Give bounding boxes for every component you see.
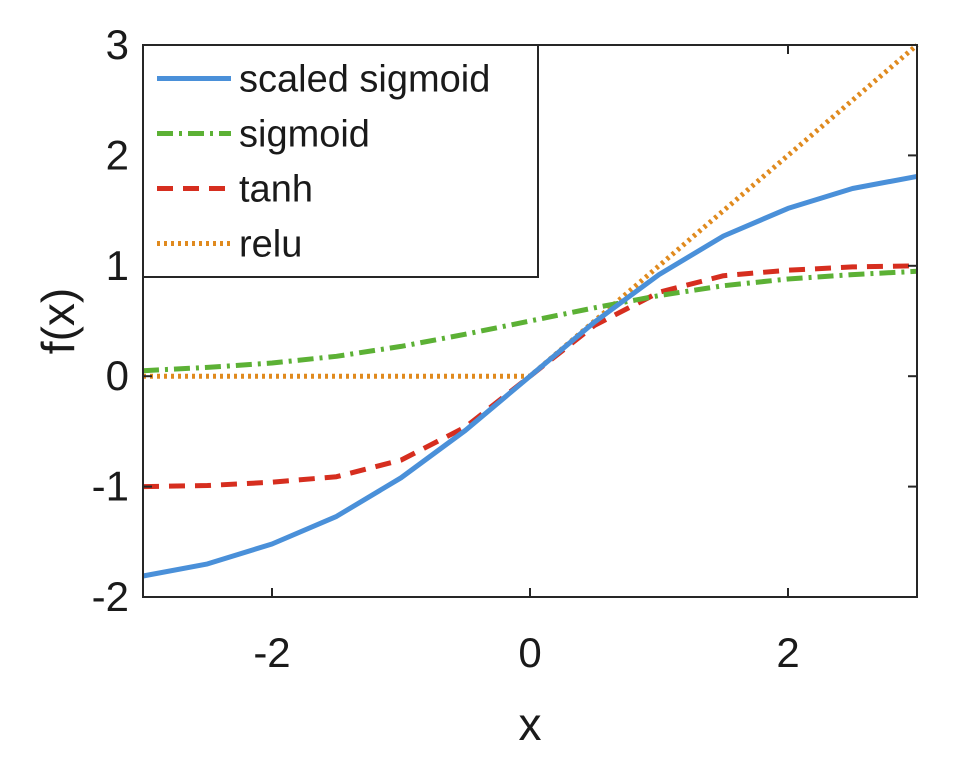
series-line-scaled-sigmoid xyxy=(142,173,918,579)
x-tick-label: 0 xyxy=(518,629,541,676)
legend-label-tanh: tanh xyxy=(239,169,313,211)
x-tick-label: -2 xyxy=(253,629,290,676)
x-tick-label: 2 xyxy=(776,629,799,676)
legend-label-relu: relu xyxy=(239,224,302,266)
y-axis-label: f(x) xyxy=(32,288,84,354)
legend-box xyxy=(142,44,539,278)
y-tick-label: 2 xyxy=(106,131,129,178)
legend: scaled sigmoid sigmoid tanh relu xyxy=(142,44,539,278)
y-tick-label: -2 xyxy=(92,573,129,620)
series-line-sigmoid xyxy=(142,268,918,374)
y-tick-label: 3 xyxy=(106,21,129,68)
x-axis-label: x xyxy=(519,698,542,750)
y-tick-label: 1 xyxy=(106,242,129,289)
plot-series xyxy=(142,43,919,579)
legend-label-scaled-sigmoid: scaled sigmoid xyxy=(239,59,490,101)
axis-ticks: -2 0 2 -2 -1 0 1 2 3 xyxy=(92,21,917,676)
legend-label-sigmoid: sigmoid xyxy=(239,114,370,156)
y-tick-label: -1 xyxy=(92,463,129,510)
y-tick-label: 0 xyxy=(106,352,129,399)
